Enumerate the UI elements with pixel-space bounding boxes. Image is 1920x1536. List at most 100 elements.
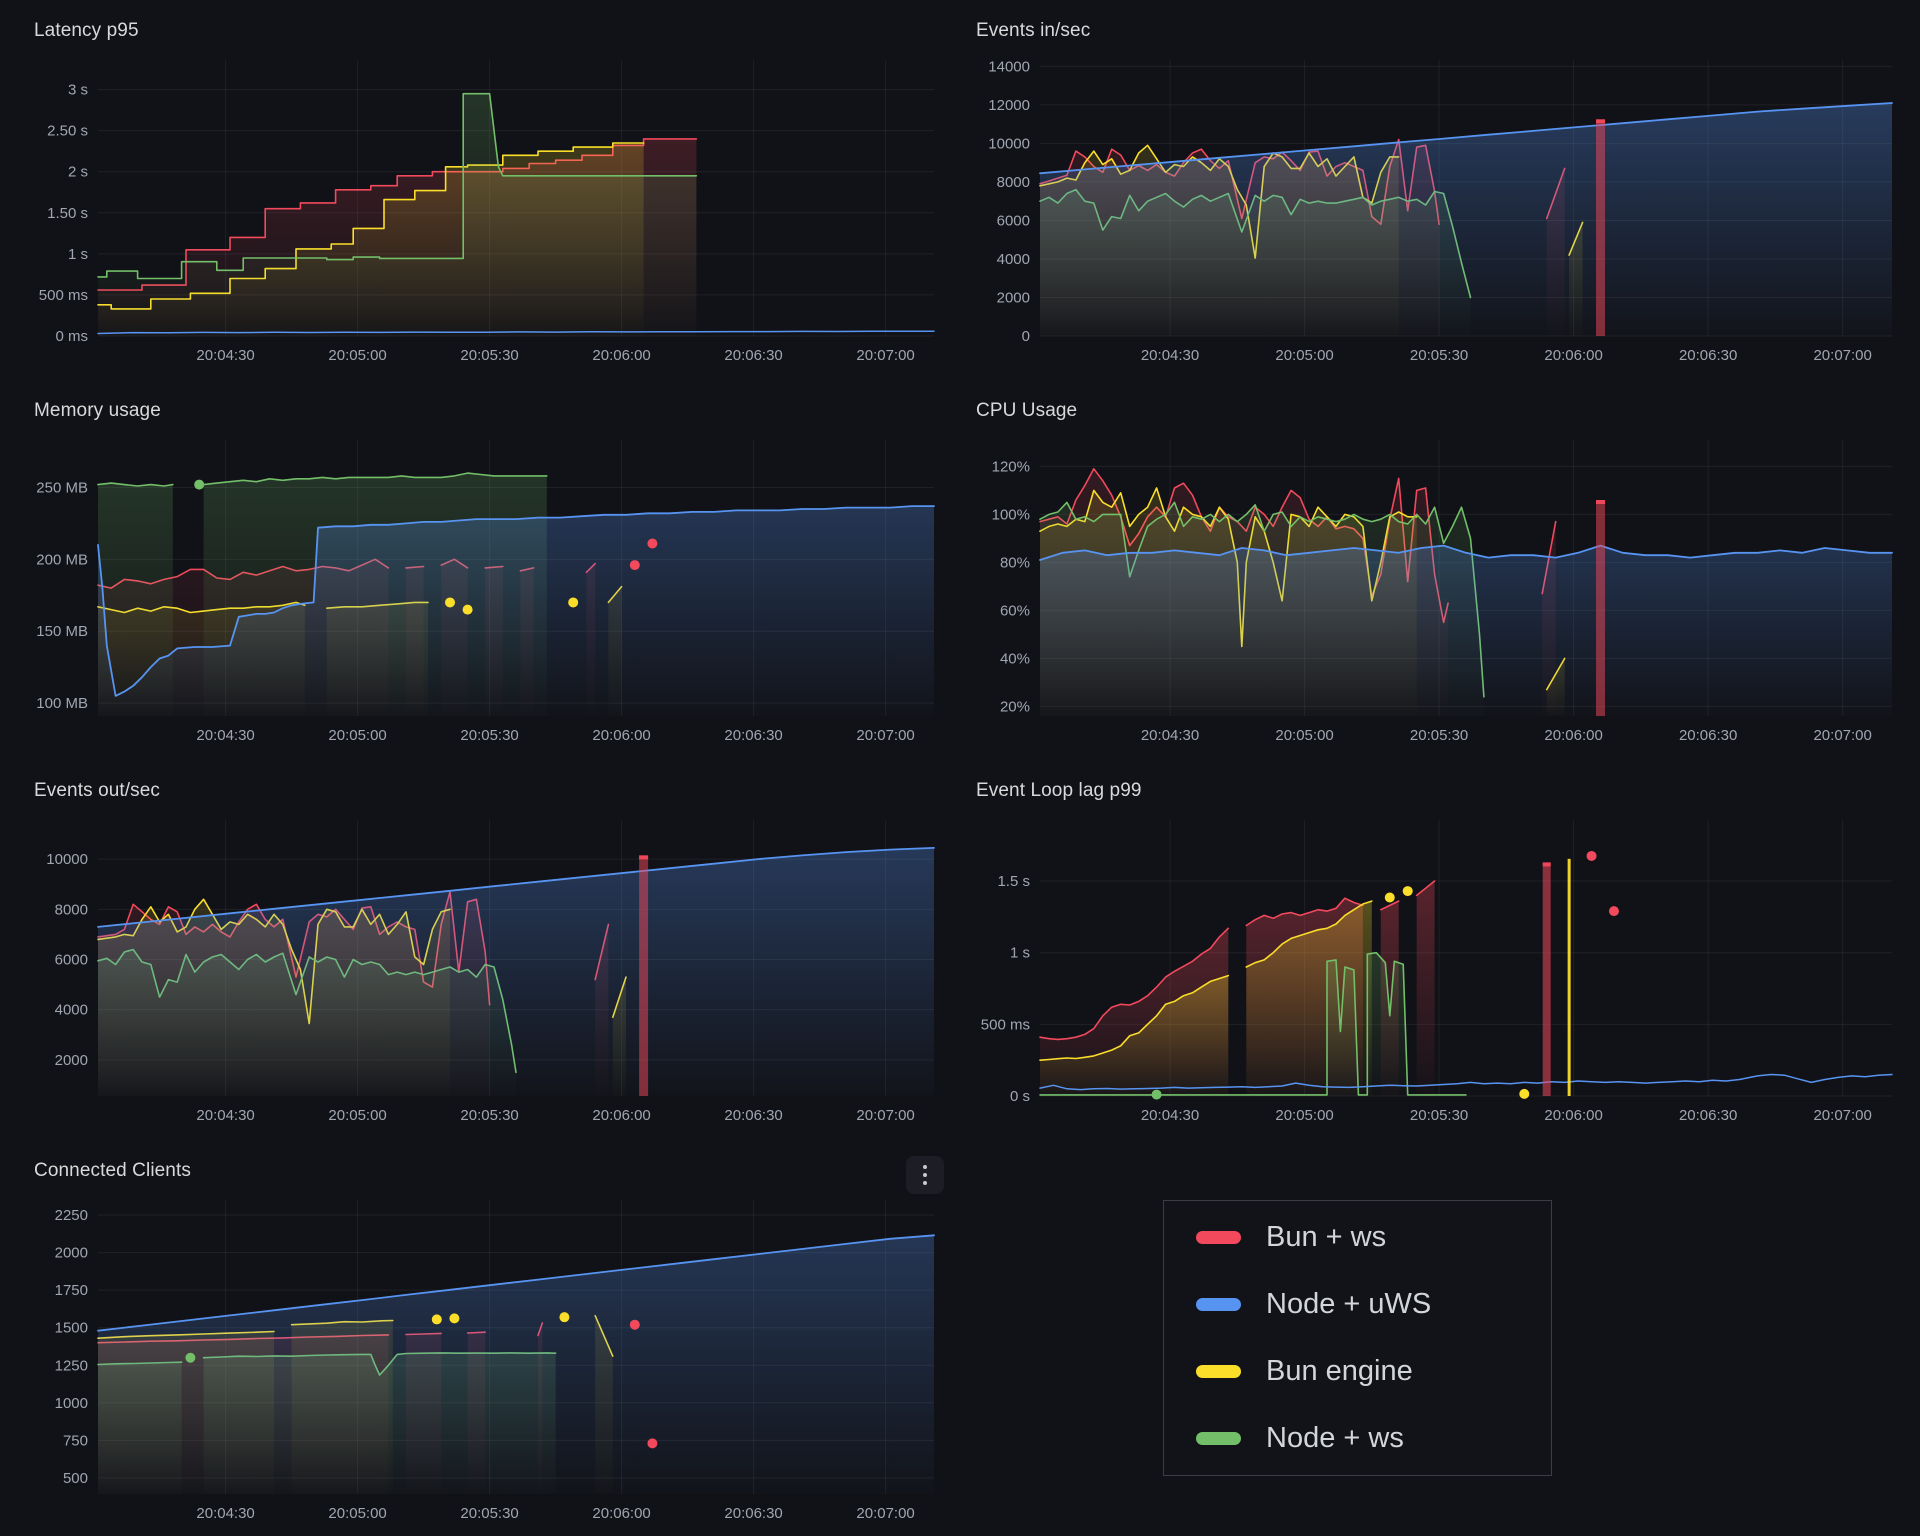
svg-text:100%: 100%: [992, 506, 1030, 523]
svg-text:10000: 10000: [988, 135, 1030, 152]
panel-latency-p95: Latency p95 20:04:30 20:05:00 20:05:30 20:0…: [16, 8, 950, 370]
legend-item-node-uws[interactable]: Node + uWS: [1196, 1271, 1551, 1338]
svg-text:20:06:00: 20:06:00: [1544, 347, 1602, 364]
svg-text:20:06:00: 20:06:00: [592, 727, 650, 744]
svg-text:20:05:00: 20:05:00: [328, 1505, 386, 1522]
svg-text:6000: 6000: [55, 952, 88, 969]
svg-text:20:05:00: 20:05:00: [328, 727, 386, 744]
event-loop-lag-chart[interactable]: 20:04:30 20:05:00 20:05:30 20:06:00 20:06:30…: [958, 812, 1908, 1130]
svg-text:500 ms: 500 ms: [39, 287, 88, 304]
svg-text:200 MB: 200 MB: [36, 551, 88, 568]
svg-text:1000: 1000: [55, 1395, 88, 1412]
svg-text:20:07:00: 20:07:00: [1813, 347, 1871, 364]
svg-text:1750: 1750: [55, 1282, 88, 1299]
svg-text:20:06:00: 20:06:00: [592, 1505, 650, 1522]
svg-text:20:05:30: 20:05:30: [460, 1107, 518, 1124]
panel-menu-icon[interactable]: [906, 1156, 944, 1194]
svg-text:14000: 14000: [988, 58, 1030, 75]
svg-text:20:07:00: 20:07:00: [856, 347, 914, 364]
kebab-dot: [923, 1181, 927, 1185]
svg-text:100 MB: 100 MB: [36, 695, 88, 712]
svg-text:20%: 20%: [1000, 698, 1030, 715]
svg-text:20:05:30: 20:05:30: [1410, 347, 1468, 364]
svg-text:1500: 1500: [55, 1320, 88, 1337]
legend: Bun + ws Node + uWS Bun engine Node + ws: [1163, 1200, 1552, 1476]
svg-text:4000: 4000: [997, 251, 1030, 268]
events-in-chart[interactable]: 20:04:30 20:05:00 20:05:30 20:06:00 20:06:30…: [958, 52, 1908, 370]
panel-cpu-usage: CPU Usage 20:04:30 20:05:00 20:05:30 20:06:…: [958, 388, 1908, 750]
svg-text:20:04:30: 20:04:30: [1141, 727, 1199, 744]
legend-item-bun-engine[interactable]: Bun engine: [1196, 1338, 1551, 1405]
legend-label: Bun + ws: [1266, 1221, 1387, 1253]
svg-text:20:07:00: 20:07:00: [1813, 1107, 1871, 1124]
legend-swatch: [1196, 1298, 1241, 1311]
legend-swatch: [1196, 1432, 1241, 1445]
svg-text:2250: 2250: [55, 1207, 88, 1224]
svg-text:20:04:30: 20:04:30: [1141, 347, 1199, 364]
svg-text:150 MB: 150 MB: [36, 623, 88, 640]
svg-text:20:07:00: 20:07:00: [856, 1505, 914, 1522]
legend-label: Node + uWS: [1266, 1288, 1432, 1320]
panel-title-memory-usage: Memory usage: [34, 400, 161, 421]
svg-text:20:06:30: 20:06:30: [724, 1107, 782, 1124]
svg-text:750: 750: [63, 1432, 88, 1449]
svg-text:20:06:30: 20:06:30: [724, 727, 782, 744]
panel-event-loop-lag: Event Loop lag p99 20:04:30 20:05:00 20:05…: [958, 768, 1908, 1130]
legend-label: Bun engine: [1266, 1355, 1413, 1387]
svg-text:20:06:30: 20:06:30: [1679, 347, 1737, 364]
svg-text:2 s: 2 s: [68, 164, 88, 181]
svg-text:0 s: 0 s: [1010, 1088, 1030, 1105]
svg-text:3 s: 3 s: [68, 82, 88, 99]
svg-text:6000: 6000: [997, 212, 1030, 229]
svg-text:1 s: 1 s: [1010, 945, 1030, 962]
panel-title-cpu-usage: CPU Usage: [976, 400, 1078, 421]
panel-memory-usage: Memory usage 20:04:30 20:05:00 20:05:30 20:…: [16, 388, 950, 750]
panel-events-in: Events in/sec 20:04:30 20:05:00 20:05:30 20…: [958, 8, 1908, 370]
panel-connected-clients: Connected Clients 20:04:30 20:05:00 20:05:…: [16, 1148, 950, 1528]
svg-text:20:06:00: 20:06:00: [1544, 727, 1602, 744]
panel-title-event-loop-lag: Event Loop lag p99: [976, 780, 1142, 801]
svg-text:20:06:30: 20:06:30: [724, 1505, 782, 1522]
svg-text:10000: 10000: [46, 851, 88, 868]
svg-text:20:05:30: 20:05:30: [1410, 1107, 1468, 1124]
svg-text:1.50 s: 1.50 s: [47, 205, 88, 222]
svg-text:20:06:30: 20:06:30: [724, 347, 782, 364]
svg-text:500: 500: [63, 1470, 88, 1487]
svg-text:20:05:30: 20:05:30: [460, 727, 518, 744]
svg-text:20:05:30: 20:05:30: [1410, 727, 1468, 744]
svg-text:0: 0: [1022, 328, 1030, 345]
latency-p95-chart[interactable]: 20:04:30 20:05:00 20:05:30 20:06:00 20:06:30…: [16, 52, 950, 370]
svg-text:20:06:30: 20:06:30: [1679, 1107, 1737, 1124]
svg-text:1 s: 1 s: [68, 246, 88, 263]
svg-text:20:04:30: 20:04:30: [196, 347, 254, 364]
legend-item-node-ws[interactable]: Node + ws: [1196, 1405, 1551, 1472]
svg-text:20:05:00: 20:05:00: [328, 347, 386, 364]
legend-swatch: [1196, 1231, 1241, 1244]
connected-clients-chart[interactable]: 20:04:30 20:05:00 20:05:30 20:06:00 20:06:30…: [16, 1192, 950, 1528]
svg-text:20:04:30: 20:04:30: [196, 1107, 254, 1124]
svg-text:1.5 s: 1.5 s: [997, 873, 1030, 890]
svg-text:20:05:00: 20:05:00: [1275, 347, 1333, 364]
legend-item-bun-ws[interactable]: Bun + ws: [1196, 1204, 1551, 1271]
svg-text:2000: 2000: [55, 1052, 88, 1069]
events-out-chart[interactable]: 20:04:30 20:05:00 20:05:30 20:06:00 20:06:30…: [16, 812, 950, 1130]
svg-text:8000: 8000: [997, 174, 1030, 191]
legend-swatch: [1196, 1365, 1241, 1378]
panel-events-out: Events out/sec 20:04:30 20:05:00 20:05:30 2…: [16, 768, 950, 1130]
svg-text:20:04:30: 20:04:30: [196, 727, 254, 744]
svg-text:20:05:00: 20:05:00: [328, 1107, 386, 1124]
svg-text:80%: 80%: [1000, 554, 1030, 571]
kebab-dot: [923, 1173, 927, 1177]
svg-text:2000: 2000: [997, 289, 1030, 306]
panel-title-events-out: Events out/sec: [34, 780, 161, 801]
svg-text:12000: 12000: [988, 97, 1030, 114]
svg-text:8000: 8000: [55, 901, 88, 918]
panel-title-latency-p95: Latency p95: [34, 20, 139, 41]
svg-text:40%: 40%: [1000, 650, 1030, 667]
svg-text:20:06:30: 20:06:30: [1679, 727, 1737, 744]
memory-usage-chart[interactable]: 20:04:30 20:05:00 20:05:30 20:06:00 20:06:30…: [16, 432, 950, 750]
svg-text:0 ms: 0 ms: [55, 328, 88, 345]
svg-text:20:04:30: 20:04:30: [1141, 1107, 1199, 1124]
cpu-usage-chart[interactable]: 20:04:30 20:05:00 20:05:30 20:06:00 20:06:30…: [958, 432, 1908, 750]
